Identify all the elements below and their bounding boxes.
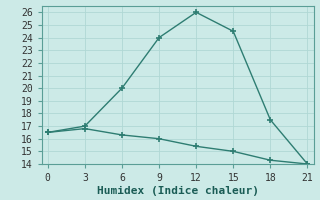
X-axis label: Humidex (Indice chaleur): Humidex (Indice chaleur) [97,186,259,196]
